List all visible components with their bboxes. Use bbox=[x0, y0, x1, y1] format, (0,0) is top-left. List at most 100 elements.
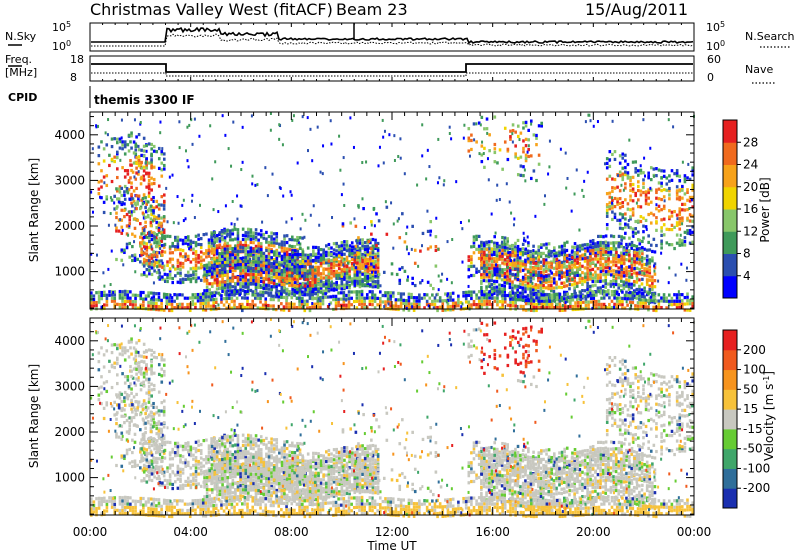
power-cell bbox=[627, 287, 631, 291]
power-cell bbox=[670, 210, 674, 214]
power-cell bbox=[480, 299, 484, 303]
power-cell bbox=[605, 205, 609, 209]
power-cell bbox=[262, 257, 266, 262]
power-cell bbox=[220, 232, 224, 236]
power-cell bbox=[358, 248, 362, 252]
power-cell bbox=[303, 284, 307, 288]
power-cell bbox=[519, 261, 522, 266]
power-cell bbox=[550, 262, 554, 266]
power-cell bbox=[564, 151, 567, 155]
power-cell bbox=[529, 253, 532, 257]
power-cell bbox=[221, 248, 224, 252]
power-cell bbox=[142, 193, 146, 197]
power-cell bbox=[415, 299, 419, 303]
power-cell bbox=[675, 233, 679, 237]
power-cell bbox=[621, 303, 624, 307]
power-cell bbox=[115, 229, 118, 233]
power-cell bbox=[405, 302, 408, 306]
power-cell bbox=[459, 300, 463, 305]
power-cell bbox=[524, 251, 527, 256]
power-cell bbox=[470, 147, 473, 152]
power-cell bbox=[207, 252, 210, 256]
power-cell bbox=[175, 306, 179, 310]
power-cell bbox=[335, 257, 338, 261]
power-cell bbox=[576, 251, 579, 255]
power-cell bbox=[357, 204, 360, 208]
power-cell bbox=[686, 198, 689, 202]
power-cell bbox=[680, 299, 684, 303]
power-cell bbox=[651, 287, 654, 292]
power-cell bbox=[642, 185, 645, 190]
power-cell bbox=[594, 276, 597, 280]
power-cell bbox=[236, 231, 240, 235]
power-cell bbox=[399, 295, 403, 299]
power-cell bbox=[113, 299, 117, 303]
power-cell bbox=[389, 300, 392, 305]
power-cell bbox=[259, 242, 263, 246]
power-cell bbox=[686, 295, 689, 299]
power-cell bbox=[543, 194, 546, 198]
power-cell bbox=[306, 306, 309, 310]
power-cell bbox=[277, 275, 281, 280]
power-cell bbox=[513, 261, 517, 265]
power-cell bbox=[136, 200, 139, 204]
power-cell bbox=[203, 267, 206, 271]
power-cell bbox=[675, 197, 679, 201]
power-cell bbox=[688, 219, 692, 223]
power-cell bbox=[457, 304, 460, 308]
power-cell bbox=[532, 273, 535, 277]
power-cell bbox=[617, 283, 620, 287]
power-cell bbox=[372, 262, 376, 266]
power-cell bbox=[591, 257, 595, 261]
power-cell bbox=[298, 296, 301, 300]
power-cell bbox=[688, 308, 692, 312]
power-cell bbox=[552, 260, 556, 264]
power-cell bbox=[374, 264, 377, 268]
power-cell bbox=[462, 294, 465, 298]
power-cell bbox=[555, 286, 558, 290]
power-cell bbox=[657, 302, 661, 306]
power-cell bbox=[680, 293, 684, 297]
power-cell bbox=[241, 288, 245, 293]
power-cell bbox=[337, 263, 341, 267]
power-cell bbox=[215, 237, 219, 241]
power-cell bbox=[519, 131, 523, 135]
power-cell bbox=[651, 284, 654, 289]
power-cell bbox=[249, 234, 253, 238]
power-cell bbox=[285, 240, 289, 245]
power-cell bbox=[337, 265, 341, 269]
power-cell bbox=[267, 303, 270, 308]
power-cell bbox=[638, 284, 641, 288]
power-cell bbox=[133, 253, 137, 257]
power-cell bbox=[319, 261, 323, 266]
power-cell bbox=[619, 284, 623, 288]
power-cell bbox=[472, 290, 476, 294]
power-cell bbox=[363, 271, 367, 276]
power-cell bbox=[607, 292, 610, 296]
power-cell bbox=[555, 282, 558, 286]
power-cell bbox=[500, 283, 504, 288]
power-cell bbox=[613, 212, 617, 216]
power-cell bbox=[516, 256, 519, 260]
power-cell bbox=[262, 286, 266, 290]
power-cell bbox=[535, 136, 538, 140]
power-cell bbox=[624, 153, 627, 157]
power-cell bbox=[283, 246, 286, 251]
power-cell bbox=[173, 306, 176, 310]
power-cell bbox=[644, 201, 648, 206]
power-cell bbox=[103, 181, 106, 185]
power-cell bbox=[350, 251, 354, 255]
power-cell bbox=[601, 256, 605, 261]
power-cell bbox=[389, 291, 392, 295]
power-cell bbox=[683, 180, 687, 184]
power-cell bbox=[670, 243, 674, 247]
power-cell bbox=[254, 279, 258, 283]
nave-tick-bottom: 0 bbox=[707, 71, 714, 84]
power-cell bbox=[652, 308, 655, 312]
power-cell bbox=[529, 249, 532, 254]
power-cell bbox=[401, 266, 404, 270]
power-cell bbox=[110, 293, 114, 297]
power-cell bbox=[324, 295, 327, 299]
power-cell bbox=[157, 216, 161, 220]
power-cell bbox=[215, 233, 219, 238]
